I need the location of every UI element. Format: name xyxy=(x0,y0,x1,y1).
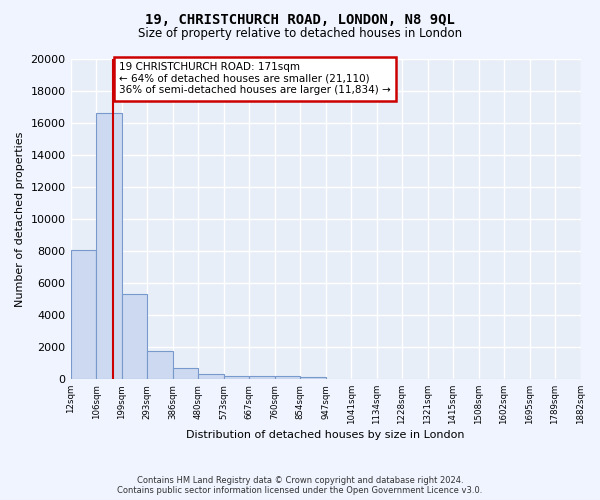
Bar xyxy=(96,114,122,379)
Bar xyxy=(173,368,198,379)
Bar xyxy=(224,376,249,379)
Bar xyxy=(249,376,275,379)
X-axis label: Distribution of detached houses by size in London: Distribution of detached houses by size … xyxy=(186,430,465,440)
Y-axis label: Number of detached properties: Number of detached properties xyxy=(15,132,25,307)
Bar xyxy=(71,250,96,379)
Bar xyxy=(147,351,173,379)
Bar xyxy=(198,374,224,379)
Text: Contains HM Land Registry data © Crown copyright and database right 2024.
Contai: Contains HM Land Registry data © Crown c… xyxy=(118,476,482,495)
Text: Size of property relative to detached houses in London: Size of property relative to detached ho… xyxy=(138,28,462,40)
Text: 19 CHRISTCHURCH ROAD: 171sqm
← 64% of detached houses are smaller (21,110)
36% o: 19 CHRISTCHURCH ROAD: 171sqm ← 64% of de… xyxy=(119,62,391,96)
Bar xyxy=(300,377,326,379)
Bar xyxy=(275,376,300,379)
Text: 19, CHRISTCHURCH ROAD, LONDON, N8 9QL: 19, CHRISTCHURCH ROAD, LONDON, N8 9QL xyxy=(145,12,455,26)
Bar xyxy=(122,294,147,379)
